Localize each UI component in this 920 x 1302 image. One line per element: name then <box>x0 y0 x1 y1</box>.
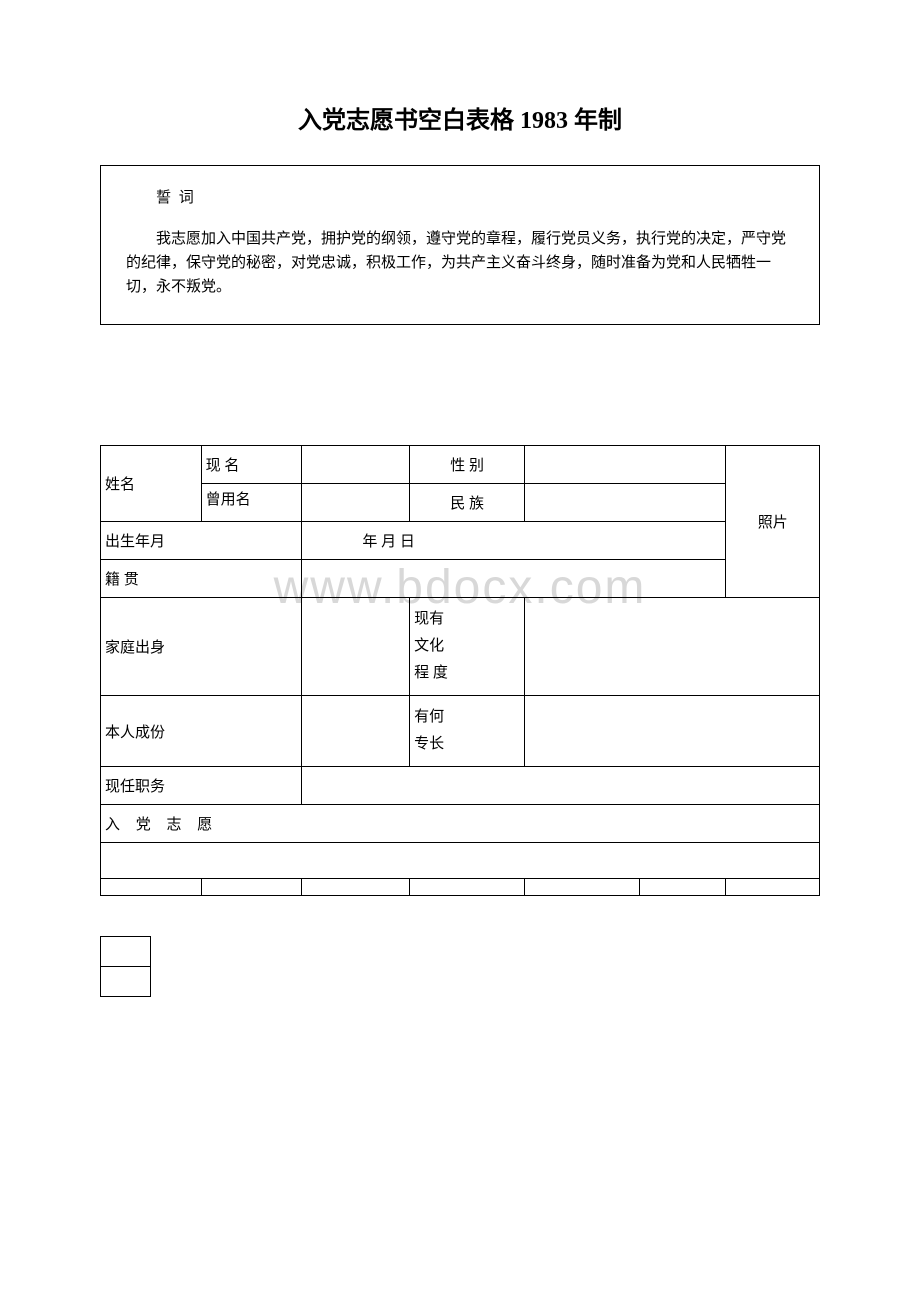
label-gender: 性 别 <box>410 446 525 484</box>
table-row: 现任职务 <box>101 767 820 805</box>
field-education[interactable] <box>525 598 820 696</box>
oath-box: 誓 词 我志愿加入中国共产党，拥护党的纲领，遵守党的章程，履行党员义务，执行党的… <box>100 165 820 325</box>
field-gender[interactable] <box>525 446 726 484</box>
empty-cell <box>302 879 410 896</box>
table-row: 入 党 志 愿 <box>101 805 820 843</box>
table-row: 姓名 现 名 性 别 照片 <box>101 446 820 484</box>
document-page: 入党志愿书空白表格 1983 年制 誓 词 我志愿加入中国共产党，拥护党的纲领，… <box>0 0 920 997</box>
label-specialty-line2: 专长 <box>414 736 444 752</box>
label-current-position: 现任职务 <box>101 767 302 805</box>
small-box-cell <box>101 937 151 967</box>
field-birthdate[interactable]: 年 月 日 <box>302 522 726 560</box>
empty-cell <box>525 879 640 896</box>
field-party-will-1[interactable] <box>101 843 820 879</box>
label-photo: 照片 <box>726 446 820 598</box>
small-box-table <box>100 936 151 997</box>
field-current-position[interactable] <box>302 767 820 805</box>
empty-cell <box>640 879 726 896</box>
table-row: 出生年月 年 月 日 <box>101 522 820 560</box>
table-row <box>101 937 151 967</box>
field-ethnicity[interactable] <box>525 484 726 522</box>
label-hometown: 籍 贯 <box>101 560 302 598</box>
label-family-origin: 家庭出身 <box>101 598 302 696</box>
label-education-line3: 程 度 <box>414 665 448 681</box>
field-self-status[interactable] <box>302 696 410 767</box>
empty-cell <box>410 879 525 896</box>
field-specialty[interactable] <box>525 696 820 767</box>
field-current-name[interactable] <box>302 446 410 484</box>
field-hometown[interactable] <box>302 560 726 598</box>
label-education: 现有 文化 程 度 <box>410 598 525 696</box>
label-specialty-line1: 有何 <box>414 709 444 725</box>
table-row: 曾用名 民 族 <box>101 484 820 522</box>
label-current-name: 现 名 <box>201 446 302 484</box>
oath-heading: 誓 词 <box>126 186 794 207</box>
empty-cell <box>201 879 302 896</box>
field-family-origin[interactable] <box>302 598 410 696</box>
label-education-line1: 现有 <box>414 611 444 627</box>
label-former-name: 曾用名 <box>201 484 302 522</box>
label-education-line2: 文化 <box>414 638 444 654</box>
label-ethnicity: 民 族 <box>410 484 525 522</box>
label-specialty: 有何 专长 <box>410 696 525 767</box>
table-row: 家庭出身 现有 文化 程 度 <box>101 598 820 696</box>
field-former-name[interactable] <box>302 484 410 522</box>
oath-text: 我志愿加入中国共产党，拥护党的纲领，遵守党的章程，履行党员义务，执行党的决定，严… <box>126 227 794 299</box>
label-self-status: 本人成份 <box>101 696 302 767</box>
table-row <box>101 843 820 879</box>
label-name: 姓名 <box>101 446 202 522</box>
application-form-table: 姓名 现 名 性 别 照片 曾用名 民 族 出生年月 年 月 日 籍 贯 家庭出… <box>100 445 820 896</box>
table-row <box>101 879 820 896</box>
small-box-cell <box>101 967 151 997</box>
document-title: 入党志愿书空白表格 1983 年制 <box>100 100 820 135</box>
label-birthdate: 出生年月 <box>101 522 302 560</box>
empty-cell <box>101 879 202 896</box>
table-row <box>101 967 151 997</box>
table-row: 本人成份 有何 专长 <box>101 696 820 767</box>
table-row: 籍 贯 <box>101 560 820 598</box>
label-party-will: 入 党 志 愿 <box>101 805 820 843</box>
empty-cell <box>726 879 820 896</box>
